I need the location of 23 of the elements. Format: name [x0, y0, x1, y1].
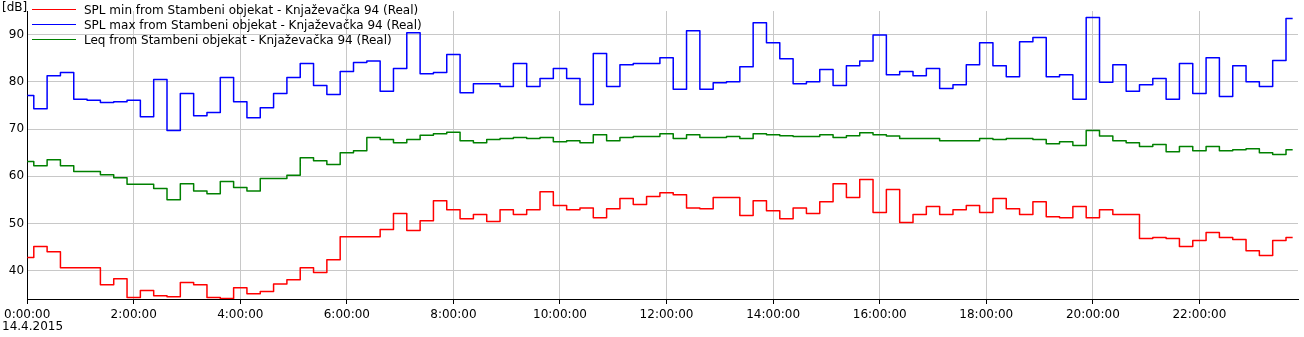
y-tick-label: 60 [8, 168, 25, 183]
y-tick-label: 70 [8, 121, 25, 136]
x-tick-label: 10:00:00 [533, 307, 587, 322]
x-tick-label: 0:00:00 [4, 307, 51, 322]
x-tick-label: 16:00:00 [852, 307, 907, 322]
x-tick-label: 12:00:00 [639, 307, 694, 322]
x-tick-label: 4:00:00 [217, 307, 264, 322]
y-tick-label: 90 [8, 26, 25, 41]
x-tick-label: 14:00:00 [746, 307, 801, 322]
x-tick-label: 20:00:00 [1065, 307, 1120, 322]
x-tick-label: 18:00:00 [959, 307, 1014, 322]
text: 14.4.2015 [2, 319, 64, 334]
x-tick-label: 8:00:00 [430, 307, 477, 322]
y-axis-title: [dB] [2, 0, 28, 15]
x-tick-label: 2:00:00 [110, 307, 157, 322]
y-tick-label: 80 [8, 73, 25, 88]
legend-label: Leq from Stambeni objekat - Knjaževačka 94 (Real) [84, 32, 392, 47]
legend-label: SPL min from Stambeni objekat - Knjaževačka 94 (Real) [84, 2, 419, 17]
y-tick-label: 50 [8, 215, 25, 230]
legend-label: SPL max from Stambeni objekat - Knjaževačka 94 (Real) [84, 17, 422, 32]
y-tick-label: 40 [8, 262, 25, 277]
x-tick-label: 6:00:00 [323, 307, 370, 322]
x-tick-label: 22:00:00 [1172, 307, 1227, 322]
